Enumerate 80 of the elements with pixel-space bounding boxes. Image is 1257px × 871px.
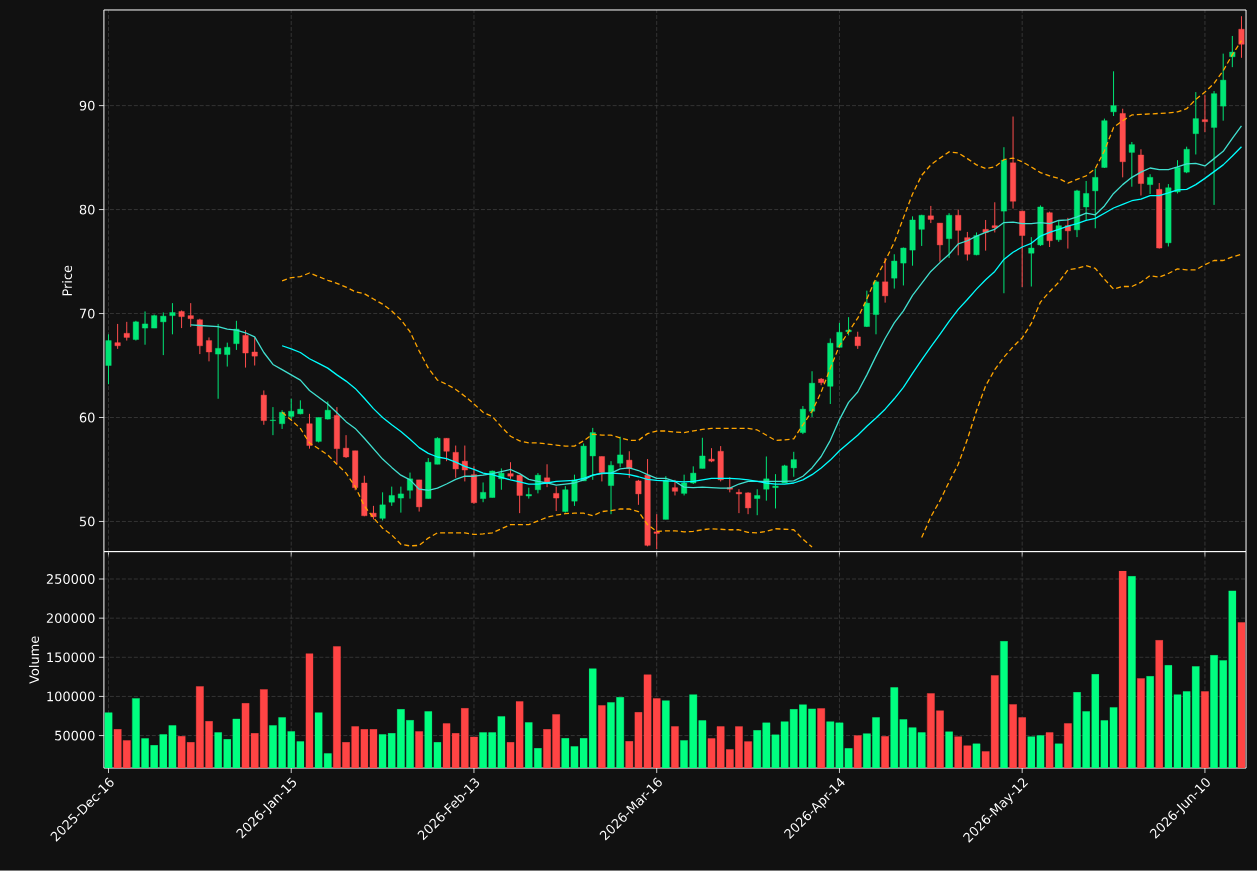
candlestick (946, 212, 953, 259)
candlestick (745, 491, 752, 515)
candlestick (589, 427, 596, 481)
candlestick (270, 406, 276, 436)
y-tick-label: 200000 (46, 613, 95, 624)
candlestick (964, 231, 971, 262)
candlestick (114, 323, 121, 350)
candlestick (836, 322, 843, 349)
candlestick (736, 488, 742, 514)
candlestick (699, 437, 706, 470)
candlestick (772, 473, 779, 510)
candlestick (461, 445, 468, 483)
candlestick (397, 486, 404, 514)
candlestick (790, 451, 797, 478)
candlestick (315, 417, 322, 444)
candlestick (324, 400, 331, 421)
candlestick (279, 409, 286, 430)
candlestick (891, 253, 898, 290)
y-tick-label: 60 (79, 412, 95, 423)
candlestick (882, 257, 889, 304)
candlestick (1092, 168, 1099, 229)
candlestick (1064, 217, 1071, 250)
y-tick-label: 80 (79, 204, 95, 215)
candlestick (754, 488, 761, 516)
candlestick (598, 456, 605, 483)
candlestick (187, 302, 194, 328)
candlestick (288, 398, 295, 421)
y-tick-label: 50000 (55, 730, 95, 741)
candlestick (955, 209, 962, 256)
candlestick (1110, 70, 1117, 117)
candlestick (142, 311, 148, 346)
candlestick (407, 472, 413, 500)
candlestick (937, 222, 943, 263)
candlestick (672, 479, 678, 497)
y-tick-label: 70 (79, 308, 95, 319)
y-tick-label: 50 (79, 516, 95, 527)
candlestick (918, 214, 925, 247)
candlestick (1201, 94, 1208, 133)
y-axis-title: Price (62, 265, 73, 296)
candlestick (1238, 15, 1245, 59)
candlestick (206, 337, 212, 362)
candlestick (991, 201, 998, 234)
candlestick (452, 445, 459, 479)
y-tick-label: 100000 (47, 691, 95, 702)
candlestick (1147, 173, 1154, 195)
y-tick-label: 250000 (46, 574, 95, 584)
candlestick (799, 405, 806, 435)
candlestick (553, 486, 560, 512)
candlestick (635, 479, 642, 506)
candlestick (617, 436, 624, 468)
candlestick (653, 513, 660, 550)
candlestick (562, 485, 569, 514)
candlestick (480, 482, 487, 503)
candlestick (443, 437, 450, 462)
candlestick (1028, 236, 1035, 288)
candlestick (233, 320, 240, 351)
candlestick (123, 321, 130, 342)
y-tick-label: 150000 (47, 652, 95, 663)
candlestick (224, 342, 231, 368)
candlestick (169, 302, 176, 335)
candlestick (982, 219, 989, 252)
candlestick (251, 337, 258, 367)
candlestick (306, 413, 313, 450)
candlestick (863, 290, 870, 328)
candlestick (571, 474, 578, 507)
y-axis-title: Volume (29, 636, 40, 684)
candlestick (379, 491, 386, 522)
candlestick (1192, 91, 1199, 156)
candlestick (160, 312, 167, 356)
y-tick-label: 90 (79, 100, 95, 111)
candlestick (608, 460, 614, 515)
candlestick (681, 474, 688, 497)
candlestick (242, 329, 249, 369)
candlestick (1083, 180, 1090, 222)
candlestick (1128, 141, 1135, 188)
candlestick (388, 486, 395, 507)
candlestick (900, 247, 907, 287)
candlestick (215, 323, 222, 400)
candlestick (516, 474, 523, 514)
candlestick (544, 463, 550, 488)
